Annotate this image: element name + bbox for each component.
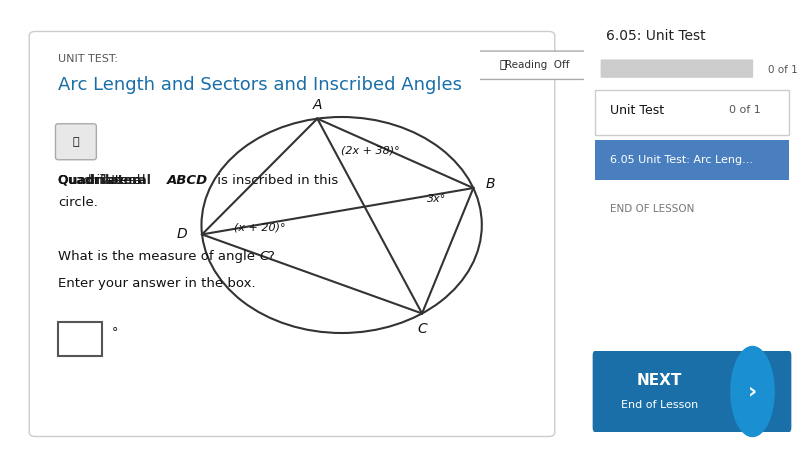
- Text: Quadrilateral: Quadrilateral: [58, 174, 150, 186]
- Text: END OF LESSON: END OF LESSON: [610, 204, 694, 214]
- Text: Unit Test: Unit Test: [610, 104, 664, 117]
- Text: 0 of 1: 0 of 1: [730, 105, 761, 115]
- Text: °: °: [112, 326, 118, 338]
- Text: circle.: circle.: [58, 196, 98, 209]
- Text: Arc Length and Sectors and Inscribed Angles: Arc Length and Sectors and Inscribed Ang…: [58, 76, 462, 94]
- Text: End of Lesson: End of Lesson: [621, 400, 698, 410]
- FancyBboxPatch shape: [593, 351, 791, 432]
- Text: ›: ›: [748, 382, 757, 401]
- FancyBboxPatch shape: [55, 124, 96, 160]
- Text: Reading  Off: Reading Off: [505, 59, 570, 70]
- Text: C: C: [260, 250, 269, 263]
- Text: ?: ?: [267, 250, 274, 263]
- Text: 6.05 Unit Test: Arc Leng...: 6.05 Unit Test: Arc Leng...: [610, 155, 753, 165]
- FancyBboxPatch shape: [29, 32, 555, 436]
- FancyBboxPatch shape: [58, 322, 102, 356]
- Text: D: D: [176, 227, 187, 241]
- Text: 3x°: 3x°: [426, 194, 446, 204]
- Text: 6.05: Unit Test: 6.05: Unit Test: [606, 29, 706, 43]
- Text: ABCD: ABCD: [166, 174, 207, 186]
- Text: (x + 20)°: (x + 20)°: [234, 223, 286, 233]
- FancyBboxPatch shape: [601, 59, 753, 78]
- Text: C: C: [417, 322, 427, 336]
- Text: NEXT: NEXT: [637, 373, 682, 388]
- Text: is inscribed in this: is inscribed in this: [213, 174, 338, 186]
- Circle shape: [731, 346, 774, 436]
- FancyBboxPatch shape: [594, 90, 789, 135]
- Text: A: A: [313, 98, 322, 112]
- FancyBboxPatch shape: [475, 51, 588, 79]
- Text: 🎧: 🎧: [499, 59, 506, 70]
- Text: Enter your answer in the box.: Enter your answer in the box.: [58, 277, 256, 290]
- Text: UNIT TEST:: UNIT TEST:: [58, 54, 118, 63]
- FancyBboxPatch shape: [594, 140, 789, 180]
- Text: B: B: [486, 176, 496, 190]
- Text: (2x + 38)°: (2x + 38)°: [341, 145, 399, 155]
- Text: What is the measure of angle: What is the measure of angle: [58, 250, 260, 263]
- Text: Quadrilateral: Quadrilateral: [58, 174, 145, 186]
- Text: 0 of 1: 0 of 1: [768, 65, 798, 75]
- Text: Quadrilateral: Quadrilateral: [58, 174, 156, 186]
- Text: 📱: 📱: [73, 137, 79, 147]
